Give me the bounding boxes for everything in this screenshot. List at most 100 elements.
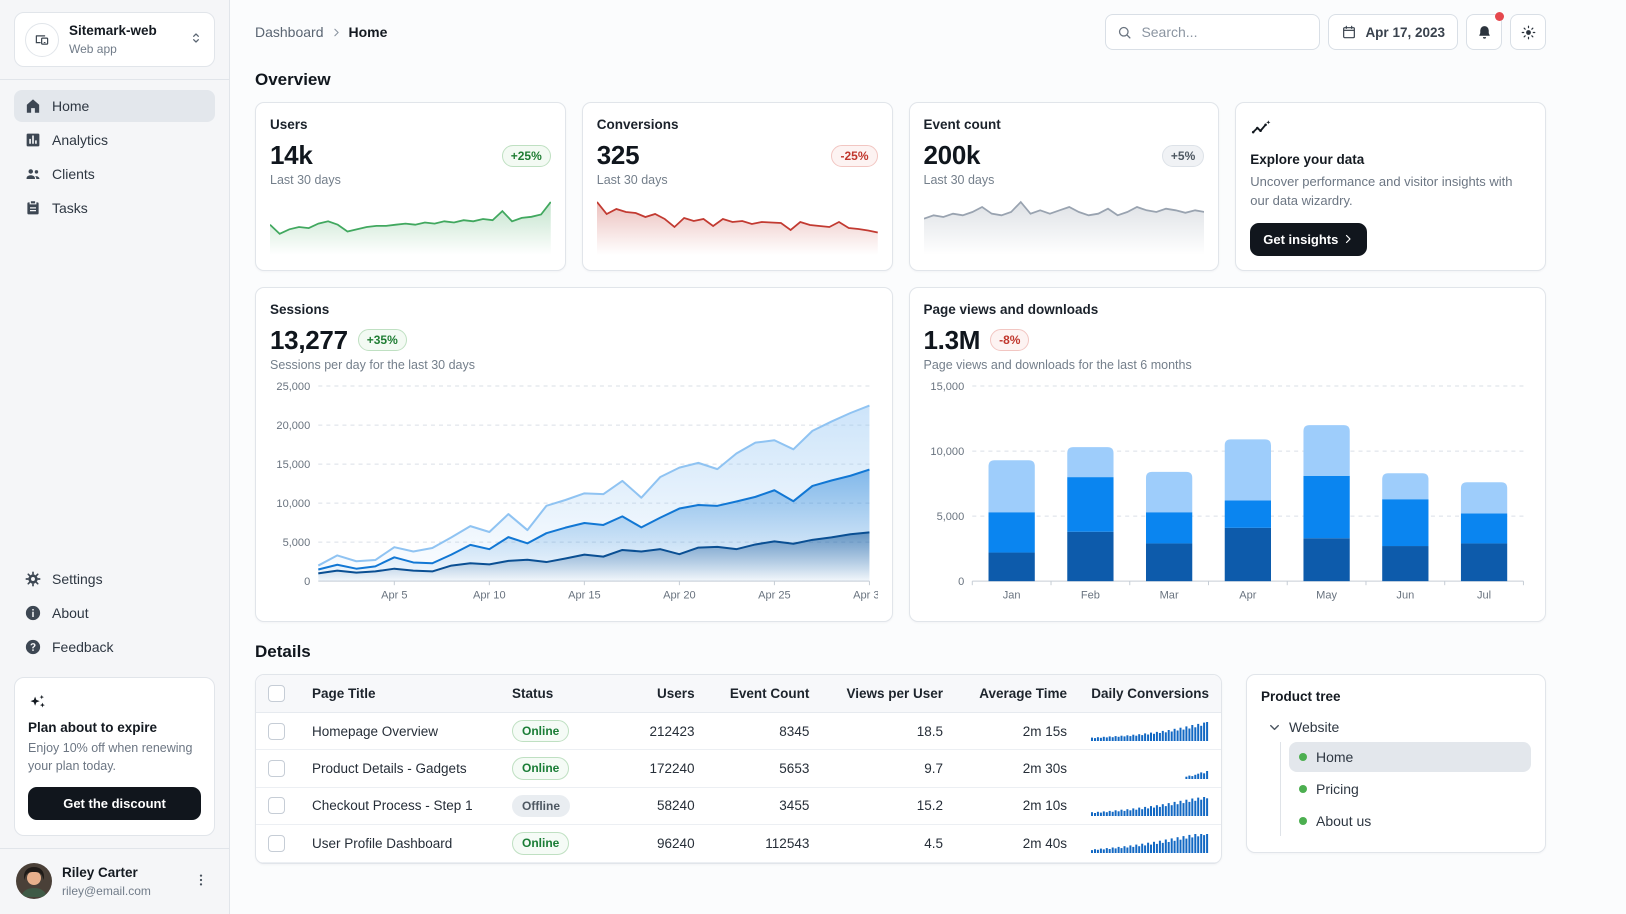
stat-grid: Users 14k +25% Last 30 days Conversions 325 -… [255,102,1546,271]
column-header: Page Title [300,675,500,713]
stat-value-row: 200k +5% [924,140,1205,171]
sidebar-item-label: Settings [52,570,103,587]
unfold-more-icon [188,30,204,49]
svg-text:Apr 15: Apr 15 [568,589,601,601]
tree-item-pricing[interactable]: Pricing [1289,774,1531,804]
table-header-row: Page Title Status Users Event Count Views pe… [256,675,1221,713]
sidebar-nav-secondary: Settings About Feedback [14,563,215,663]
cell-users: 96240 [630,824,707,863]
tree-item-website[interactable]: Website [1261,714,1531,740]
tree-item-about-us[interactable]: About us [1289,806,1531,836]
sidebar-item-label: Home [52,98,90,115]
date-label: Apr 17, 2023 [1365,24,1445,40]
tree-item-home[interactable]: Home [1289,742,1531,772]
user-menu-button[interactable] [189,868,213,895]
sidebar-item-feedback[interactable]: Feedback [14,631,215,663]
select-all-checkbox[interactable] [268,685,285,702]
sidebar-item-label: Feedback [52,638,114,655]
trend-chip: -8% [990,329,1030,352]
svg-text:25,000: 25,000 [276,381,310,393]
trend-chip: -25% [831,144,878,167]
bell-icon [1478,25,1490,39]
svg-text:Apr 20: Apr 20 [663,589,696,601]
column-header: Average Time [955,675,1079,713]
cell-average-time: 2m 15s [955,712,1079,751]
cell-users: 212423 [630,712,707,751]
theme-toggle-button[interactable] [1510,14,1546,50]
breadcrumb: Dashboard Home [255,24,387,40]
stat-caption: Last 30 days [596,173,668,187]
cell-event-count: 5653 [706,749,822,788]
stat-title: Users [270,117,308,132]
tree-item-label: About us [1316,813,1372,829]
daily-conversions-sparkline [1185,770,1209,779]
daily-conversions-sparkline [1091,796,1209,817]
row-checkbox[interactable] [268,760,285,778]
sidebar-item-label: About [52,604,89,621]
sidebar-item-analytics[interactable]: Analytics [14,124,215,156]
cell-views-per-user: 15.2 [821,787,956,826]
stat-value-row: 14k +25% [270,140,551,171]
cell-daily-conversions [1079,749,1221,788]
chart-title: Page views and downloads [923,301,1099,317]
search-box [1105,14,1321,50]
sidebar-item-tasks[interactable]: Tasks [14,192,215,224]
stat-title: Event count [923,117,1001,132]
cell-page-title: Product Details - Gadgets [300,749,500,788]
sun-icon [1521,25,1535,39]
search-input[interactable] [1141,24,1310,40]
sidebar-item-about[interactable]: About [14,597,215,629]
divider [0,847,229,849]
cell-users: 172240 [630,749,707,788]
plan-title: Plan about to expire [28,719,158,735]
status-badge: Online [512,720,570,743]
cell-views-per-user: 4.5 [821,824,956,863]
svg-text:Jun: Jun [1396,589,1414,601]
cell-daily-conversions [1079,787,1221,826]
sidebar-item-home[interactable]: Home [14,90,215,123]
chart-value: 13,277 [270,324,348,355]
column-header: Views per User [821,675,956,713]
info-icon [24,604,42,622]
topbar: Dashboard Home Apr 17, 2023 [255,12,1546,50]
sidebar-item-clients[interactable]: Clients [14,158,215,190]
svg-text:5,000: 5,000 [936,511,964,523]
sparkline-chart [270,197,551,255]
get-insights-button[interactable]: Get insights [1250,222,1367,256]
sidebar: Sitemark-web Web app Home Analytics Client… [0,0,230,914]
explore-data-card: Explore your data Uncover performance an… [1235,102,1546,271]
svg-text:15,000: 15,000 [930,381,964,393]
workspace-type: Web app [69,41,117,56]
sidebar-item-label: Clients [52,166,95,183]
daily-conversions-sparkline [1091,722,1209,742]
stat-value: 325 [596,140,640,170]
svg-text:Apr 25: Apr 25 [758,589,791,601]
get-discount-button[interactable]: Get the discount [28,786,201,820]
date-picker-button[interactable]: Apr 17, 2023 [1328,14,1458,50]
status-badge: Online [512,757,570,780]
cell-average-time: 2m 40s [955,824,1079,863]
workspace-name: Sitemark-web [69,23,157,38]
row-checkbox-cell [256,824,300,863]
svg-text:0: 0 [958,576,964,588]
row-checkbox[interactable] [268,834,285,852]
breadcrumb-dashboard[interactable]: Dashboard [255,24,324,40]
svg-text:0: 0 [304,576,310,588]
notification-badge [1495,12,1504,21]
notifications-button[interactable] [1466,12,1504,50]
svg-text:Jul: Jul [1477,589,1491,601]
status-badge: Online [512,832,570,855]
sessions-line-chart: 0 5,000 10,000 15,000 20,000 25,000 Apr 5 Apr 1… [276,381,877,601]
workspace-select[interactable]: Sitemark-web Web app [14,12,215,68]
header-checkbox-cell [256,675,300,713]
breadcrumb-home: Home [348,24,388,40]
chevron-right-icon [1345,234,1351,243]
row-checkbox[interactable] [268,722,285,740]
explore-title: Explore your data [1250,152,1365,167]
sidebar-item-settings[interactable]: Settings [14,563,215,595]
pageviews-chart-card: Page views and downloads 1.3M -8% Page v… [908,286,1546,622]
insights-icon [1250,117,1272,142]
row-checkbox[interactable] [268,797,285,815]
sidebar-item-label: Tasks [52,200,88,217]
